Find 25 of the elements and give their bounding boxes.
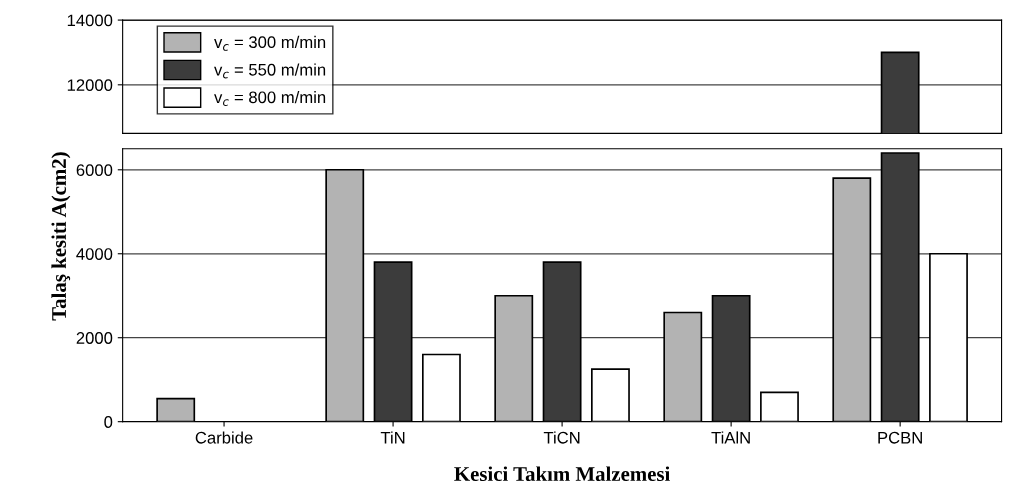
legend-label: v$_{c}$ = 300 m/min — [214, 35, 326, 51]
bar — [832, 177, 872, 422]
x-tick-label: TiAlN — [711, 431, 750, 444]
bar — [760, 391, 799, 422]
bar — [325, 168, 365, 422]
legend-label: v$_{c}$ = 800 m/min — [214, 90, 326, 106]
bar — [494, 294, 534, 422]
y-tick-label: 12000 — [67, 79, 113, 92]
bar — [929, 252, 968, 422]
x-axis-title: Kesici Takım Malzemesi — [454, 466, 671, 482]
y-tick-label: 6000 — [76, 164, 113, 176]
bar — [421, 353, 461, 422]
y-tick-label: 14000 — [67, 14, 113, 27]
bar — [591, 368, 630, 422]
y-axis-title: Talaş kesiti A(cm2) — [51, 152, 71, 321]
y-tick-label: 0 — [104, 416, 113, 428]
x-tick-label: PCBN — [878, 431, 922, 444]
bar — [156, 397, 196, 422]
legend-label: v$_{c}$ = 550 m/min — [214, 63, 326, 79]
x-tick-label: TiN — [380, 431, 405, 444]
x-tick-label: TiCN — [543, 431, 580, 444]
bar — [663, 311, 703, 422]
y-tick-label: 2000 — [76, 332, 113, 344]
y-tick-label: 4000 — [76, 248, 113, 260]
x-tick-label: Carbide — [195, 431, 253, 444]
